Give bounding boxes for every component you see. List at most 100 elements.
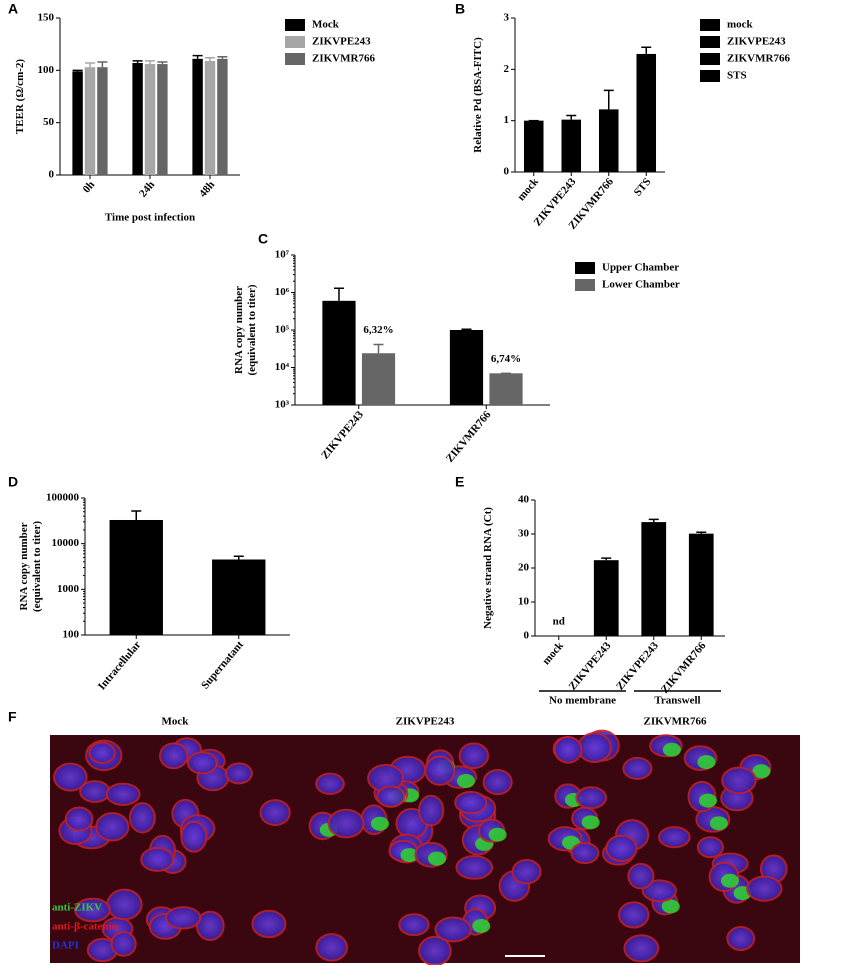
x-axis-label: Time post infection: [105, 212, 195, 224]
bar: [561, 119, 582, 172]
group-label: No membrane: [549, 695, 616, 707]
y-tick-label: 1: [504, 114, 510, 126]
panel-label: A: [8, 1, 18, 17]
legend-label: mock: [727, 19, 754, 31]
y-axis-label-line: RNA copy number: [18, 522, 30, 610]
bar: [523, 120, 544, 172]
nucleus: [315, 933, 348, 962]
nucleus: [195, 910, 225, 942]
zikv-signal: [709, 816, 728, 831]
bar: [688, 533, 714, 636]
x-tick-label: mock: [515, 175, 541, 203]
nucleus: [576, 732, 612, 763]
stain-label: DAPI: [52, 940, 79, 952]
bar: [192, 58, 203, 175]
nucleus: [417, 794, 445, 827]
bar: [641, 522, 667, 636]
bar: [132, 63, 143, 175]
nucleus: [455, 854, 494, 880]
nucleus: [721, 766, 757, 795]
error-bar: [205, 57, 215, 61]
zikv-signal: [472, 919, 491, 934]
legend-swatch: [285, 36, 305, 48]
panel-label: E: [455, 474, 464, 490]
panel-label: F: [8, 709, 17, 725]
zikv-signal: [488, 827, 507, 842]
zikv-signal: [370, 816, 389, 831]
error-bar: [72, 69, 83, 72]
nucleus: [251, 909, 287, 939]
y-tick-label: 3: [504, 12, 510, 24]
nucleus: [398, 913, 430, 937]
y-tick-label: 100: [63, 629, 80, 641]
y-tick-label: 10000: [52, 537, 80, 549]
y-tick-label: 100000: [46, 492, 80, 504]
nucleus: [165, 906, 202, 930]
y-axis-label-line: TEER (Ω/cm-2): [14, 59, 26, 134]
nucleus: [482, 769, 513, 796]
legend-label: ZIKVPE243: [312, 36, 371, 48]
zikv-signal: [661, 899, 680, 914]
error-bar: [648, 518, 659, 523]
y-tick-label: 10⁵: [275, 324, 290, 336]
error-bar: [192, 54, 203, 59]
y-tick-label: 0: [49, 169, 55, 181]
bar: [157, 64, 168, 175]
nucleus: [418, 935, 452, 965]
error-bar: [132, 60, 143, 64]
nucleus: [511, 859, 542, 885]
error-bar: [233, 555, 244, 560]
panel-label: B: [455, 1, 465, 17]
y-axis-label-line: RNA copy number: [233, 286, 245, 374]
error-bar: [157, 61, 168, 65]
annotation: 6,74%: [491, 353, 521, 365]
nucleus: [186, 751, 218, 775]
nucleus: [106, 888, 143, 921]
y-tick-label: 2: [504, 63, 510, 75]
nucleus: [88, 741, 116, 764]
nucleus: [180, 820, 208, 853]
zikv-signal: [752, 764, 771, 779]
y-tick-label: 30: [518, 528, 530, 540]
image-title: ZIKVMR766: [644, 716, 707, 728]
nucleus: [64, 806, 94, 832]
error-bar: [131, 510, 142, 520]
y-tick-label: 10³: [275, 399, 290, 411]
y-tick-label: 10⁷: [275, 249, 290, 261]
y-axis-label-line: (equivalent to titer): [246, 284, 258, 375]
y-axis-label-line: Negative strand RNA (Ct): [482, 507, 494, 629]
legend-swatch: [285, 53, 305, 65]
bar: [84, 67, 96, 175]
nucleus: [726, 926, 756, 952]
error-bar: [97, 61, 108, 68]
image-title: Mock: [162, 716, 190, 728]
nucleus: [128, 802, 156, 834]
error-bar: [461, 328, 472, 330]
y-tick-label: 1000: [57, 583, 80, 595]
annotation: 6,32%: [363, 324, 393, 336]
bar: [593, 560, 619, 636]
nucleus: [259, 799, 291, 827]
error-bar: [566, 114, 577, 120]
legend-label: Upper Chamber: [602, 262, 679, 274]
bar: [212, 559, 266, 635]
y-tick-label: 0: [504, 166, 510, 178]
y-tick-label: 100: [38, 64, 55, 76]
nucleus: [105, 782, 141, 806]
nucleus: [376, 785, 406, 808]
group-label: Transwell: [654, 695, 700, 707]
bar: [322, 300, 356, 405]
y-tick-label: 40: [518, 494, 530, 506]
stain-label: anti-β-catenin: [52, 921, 118, 933]
zikv-signal: [662, 742, 681, 757]
bar: [72, 71, 83, 175]
nucleus: [95, 812, 130, 842]
zikv-signal: [428, 851, 447, 866]
nucleus: [434, 916, 472, 943]
nucleus: [553, 736, 583, 764]
legend-swatch: [575, 262, 595, 274]
bar: [449, 330, 484, 405]
y-tick-label: 50: [43, 116, 55, 128]
x-tick-label: ZIKVPE243: [567, 639, 614, 692]
y-axis-label-line: (equivalent to titer): [31, 521, 43, 612]
